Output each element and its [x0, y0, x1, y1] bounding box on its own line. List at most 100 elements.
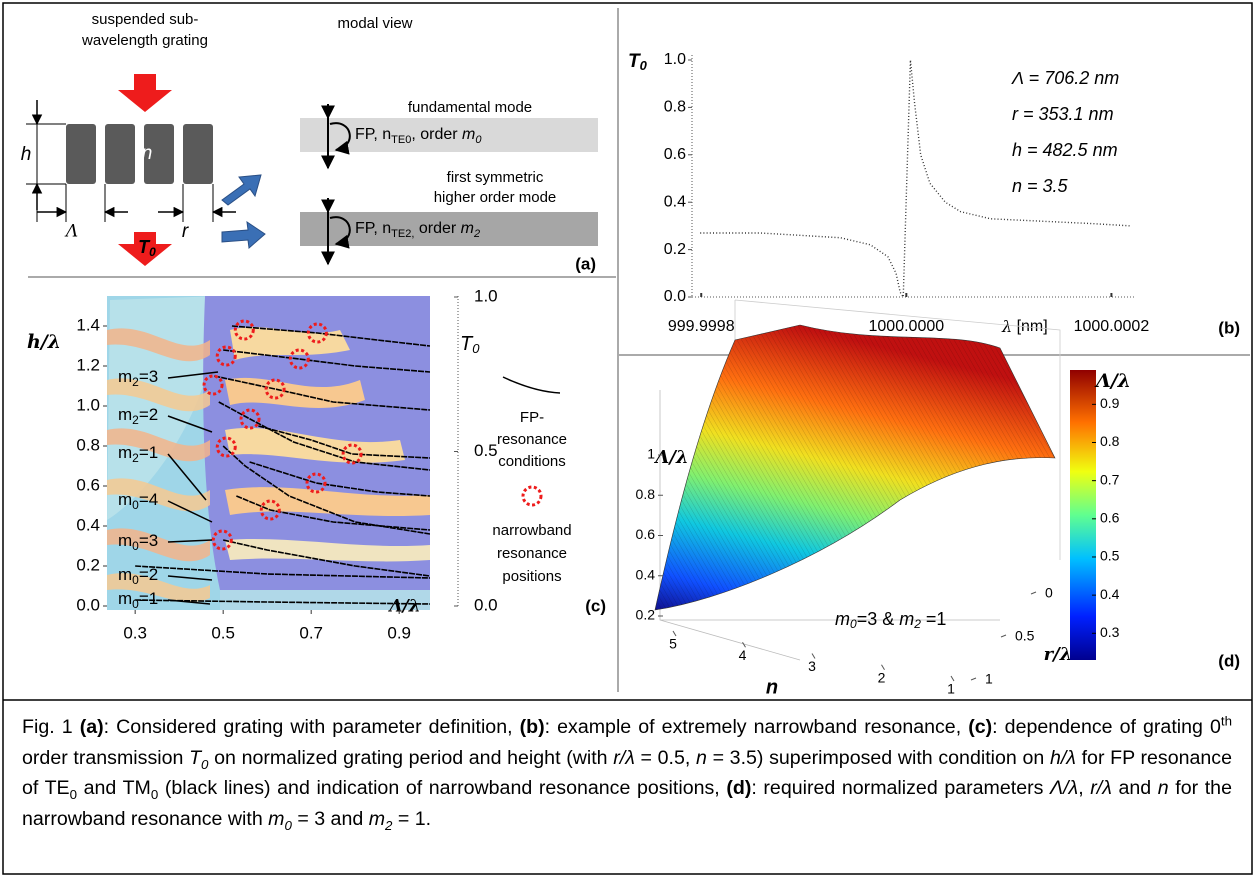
label-part: m: [835, 609, 850, 629]
fp-line: [214, 375, 430, 411]
label-part: TE2,: [391, 228, 414, 240]
caption-text: = 3 and: [291, 807, 369, 830]
z-axis-label: Λ/λ: [653, 447, 688, 468]
caption-text: for the narrowband resonance with: [22, 777, 1232, 830]
label-part: m: [899, 609, 914, 629]
caption-text: and TM: [77, 777, 151, 800]
y-tick-label: 1.2: [76, 355, 100, 374]
label-part: =2: [139, 565, 158, 584]
n-tick-label: 1: [947, 681, 955, 697]
z-tick-label: 0.2: [636, 607, 656, 623]
label-part: 0: [472, 341, 480, 356]
heatmap-band: [225, 538, 430, 562]
z-tick-label: 1: [647, 446, 655, 462]
caption-text: n: [696, 746, 707, 769]
height-label: h: [21, 144, 32, 165]
label-part: TE0: [391, 134, 411, 146]
caption-text: = 0.5,: [634, 746, 696, 769]
mode-label: m2=1: [118, 443, 158, 465]
index-label: n: [142, 143, 153, 164]
legend-text: positions: [502, 568, 561, 585]
annotation: Λ = 706.2 nm: [1011, 68, 1119, 88]
label-part: T: [628, 51, 641, 72]
caption-text: m: [368, 807, 386, 830]
annotation: r = 353.1 nm: [1012, 104, 1114, 124]
mode-text: FP, nTE2, order m2: [355, 220, 480, 240]
mode-label: m0=2: [118, 565, 158, 587]
caption-text: 0: [201, 756, 209, 772]
annotation: m0=3 & m2 =1: [835, 609, 946, 631]
grating-title: wavelength grating: [81, 32, 208, 49]
label-part: =1: [139, 589, 158, 608]
incident-arrow: [118, 74, 172, 112]
x-tick-label: 1000.0002: [1074, 318, 1150, 335]
caption-text: Fig. 1: [22, 716, 80, 738]
colorbar-tick-label: 0.0: [474, 595, 498, 614]
r-tick: [1000, 634, 1007, 638]
annotation: h = 482.5 nm: [1012, 140, 1118, 160]
mode-label: m2=2: [118, 405, 158, 427]
x-tick-label: 0.7: [299, 623, 323, 642]
heatmap-band: [107, 378, 210, 412]
fp-line: [231, 325, 430, 347]
surface-mesh: [655, 325, 1055, 610]
label-part: λ: [1001, 317, 1012, 336]
label-part: =1: [921, 609, 947, 629]
colorbar-tick-label: 0.9: [1100, 395, 1120, 411]
y-tick-label: 0.2: [76, 555, 100, 574]
caption-text: T: [189, 746, 202, 769]
fp-line: [218, 401, 430, 471]
label-pointer: [167, 539, 213, 543]
caption-text: (a): [79, 716, 104, 738]
label-pointer: [167, 415, 213, 433]
label-part: m: [118, 589, 132, 608]
caption-text: h/λ: [1049, 746, 1076, 769]
y-tick-label: 0.0: [76, 595, 100, 614]
resonance-marker: [233, 319, 255, 341]
label-part: 0: [132, 597, 139, 611]
label-part: 2: [132, 451, 139, 465]
label-part: FP, n: [355, 220, 391, 237]
r-tick: [970, 677, 977, 681]
label-part: 2: [132, 413, 139, 427]
x-tick-label: 0.3: [123, 623, 147, 642]
period-label: Λ: [64, 222, 78, 242]
label-part: m: [461, 220, 474, 237]
y-tick-label: 0.8: [664, 99, 686, 116]
label-part: [nm]: [1012, 318, 1048, 335]
mode-title: first symmetric: [447, 169, 544, 186]
colorbar-tick-label: 0.8: [1100, 433, 1120, 449]
heatmap-band: [225, 487, 430, 517]
label-part: 2: [913, 617, 921, 631]
y-tick-label: 0.8: [76, 435, 100, 454]
label-part: 0: [149, 245, 156, 259]
fp-line: [258, 425, 430, 459]
r-tick: [1030, 591, 1037, 595]
y-axis-label: T0: [628, 51, 648, 73]
label-part: m: [118, 490, 132, 509]
label-part: 0: [640, 58, 648, 73]
caption-text: on normalized grating period and height …: [208, 746, 614, 769]
label-part: , order: [411, 126, 462, 143]
n-tick-label: 2: [878, 669, 886, 685]
label-part: =1: [139, 443, 158, 462]
heatmap-region: [220, 590, 430, 610]
transmitted-arrow: [118, 232, 172, 266]
colorbar-tick-label: 0.5: [474, 441, 498, 460]
label-part: m: [118, 443, 132, 462]
resonance-marker: [202, 374, 224, 396]
y-axis-label: h/λ: [27, 331, 61, 353]
legend-text: FP-: [520, 409, 544, 426]
colorbar-tick-label: 0.7: [1100, 471, 1120, 487]
caption-text: Λ/λ: [1050, 777, 1079, 800]
r-tick-label: 0: [1045, 585, 1053, 601]
n-tick: [742, 641, 746, 648]
resonance-marker: [341, 443, 363, 465]
label-part: T: [460, 333, 474, 355]
resonance-marker: [306, 322, 328, 344]
label-part: 0: [132, 498, 139, 512]
resonance-marker: [259, 499, 281, 521]
label-part: order: [414, 220, 460, 237]
y-tick-label: 0.6: [76, 475, 100, 494]
